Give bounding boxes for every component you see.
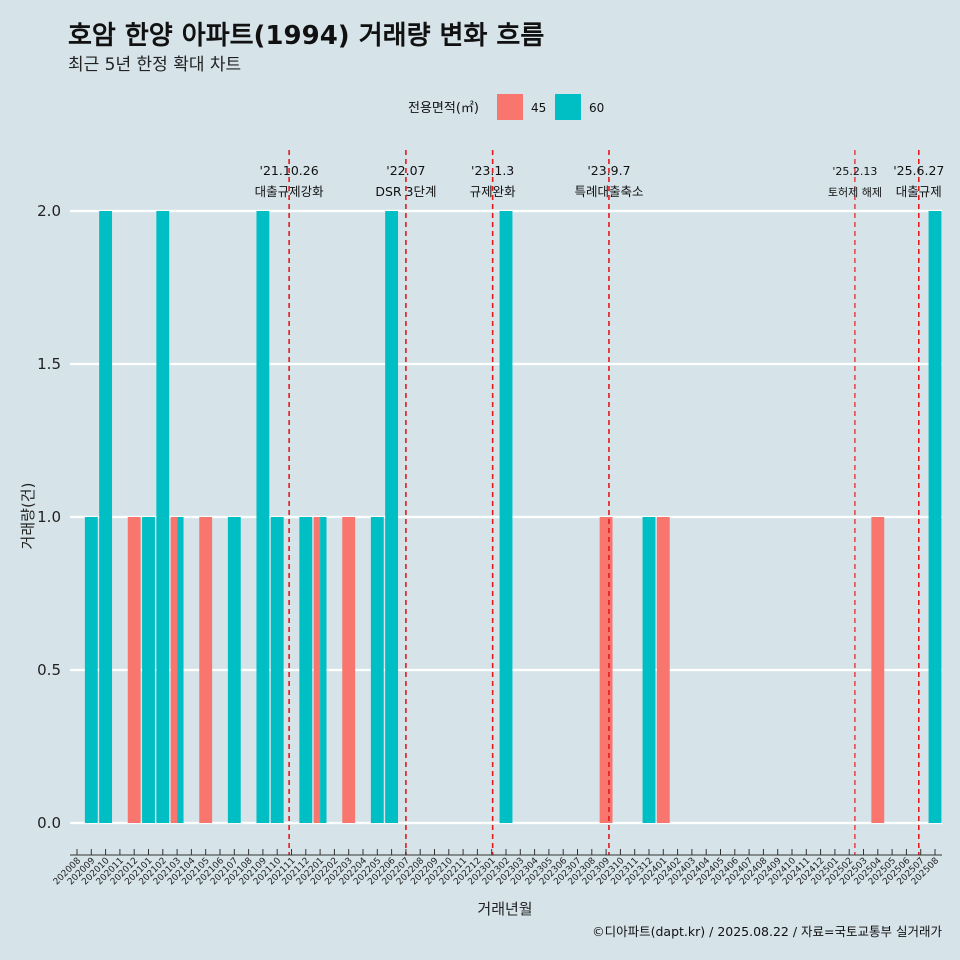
event-date-label: '25.2.13 <box>832 165 877 178</box>
event-markers: '21.10.26 대출규제강화 '22.07 DSR 3단계 '23.1.3 규제완화 '… <box>255 150 944 855</box>
chart-title: 호암 한양 아파트(1994) 거래량 변화 흐름 <box>68 21 544 51</box>
event-date-label: '23.9.7 <box>587 163 630 178</box>
bar-45-202012 <box>127 517 141 823</box>
bar-60-202103 <box>177 517 184 823</box>
bar-45-202203 <box>342 517 356 823</box>
legend-title: 전용면적(㎡) <box>408 101 479 116</box>
event-description-label: 규제완화 <box>470 184 517 199</box>
bar-60-202508 <box>928 211 942 823</box>
bar-60-202312 <box>642 517 656 823</box>
y-tick-label: 2.0 <box>37 202 61 220</box>
y-tick-label: 0.5 <box>37 661 61 679</box>
bar-60-202109 <box>256 211 270 823</box>
event-description-label: DSR 3단계 <box>375 184 436 199</box>
bar-60-202009 <box>84 517 98 823</box>
event-date-label: '23.1.3 <box>471 163 514 178</box>
event-date-label: '25.6.27 <box>893 163 944 178</box>
legend-label-45: 45 <box>531 101 546 115</box>
bar-60-202201 <box>320 517 327 823</box>
bar-45-202103 <box>170 517 178 823</box>
x-axis: 2020082020092020102020112020122021012021… <box>52 849 942 887</box>
bar-60-202010 <box>99 211 113 823</box>
y-axis-ticks: 0.0 0.5 1.0 1.5 2.0 <box>37 202 61 832</box>
caption: ©디아파트(dapt.kr) / 2025.08.22 / 자료=국토교통부 실… <box>592 924 942 939</box>
event-description-label: 대출규제 <box>896 184 942 199</box>
x-axis-label: 거래년월 <box>477 900 532 918</box>
chart-subtitle: 최근 5년 한정 확대 차트 <box>68 55 241 75</box>
bar-60-202112 <box>299 517 313 823</box>
event-description-label: 대출규제강화 <box>255 184 325 199</box>
bar-60-202102 <box>156 211 170 823</box>
y-tick-label: 1.0 <box>37 508 61 526</box>
bar-45-202504 <box>871 517 885 823</box>
bar-45-202201 <box>313 517 321 823</box>
bar-60-202110 <box>270 517 284 823</box>
bar-60-202302 <box>499 211 513 823</box>
legend-label-60: 60 <box>589 101 604 115</box>
bar-45-202105 <box>199 517 213 823</box>
bar-60-202205 <box>370 517 384 823</box>
event-description-label: 특례대출축소 <box>574 184 643 199</box>
bar-45-202309 <box>599 517 613 823</box>
bar-60-202101 <box>142 517 155 823</box>
legend-swatch-45 <box>497 94 523 120</box>
legend-swatch-60 <box>555 94 581 120</box>
event-date-label: '22.07 <box>386 163 425 178</box>
y-tick-label: 1.5 <box>37 355 61 373</box>
bar-60-202107 <box>227 517 241 823</box>
event-date-label: '21.10.26 <box>260 163 319 178</box>
y-tick-label: 0.0 <box>37 814 61 832</box>
event-description-label: 토허제 해제 <box>828 185 882 199</box>
bar-45-202401 <box>656 517 670 823</box>
legend: 전용면적(㎡) 45 60 <box>408 94 604 120</box>
y-axis-label: 거래량(건) <box>19 483 37 550</box>
bars <box>84 211 942 823</box>
bar-60-202206 <box>385 211 399 823</box>
